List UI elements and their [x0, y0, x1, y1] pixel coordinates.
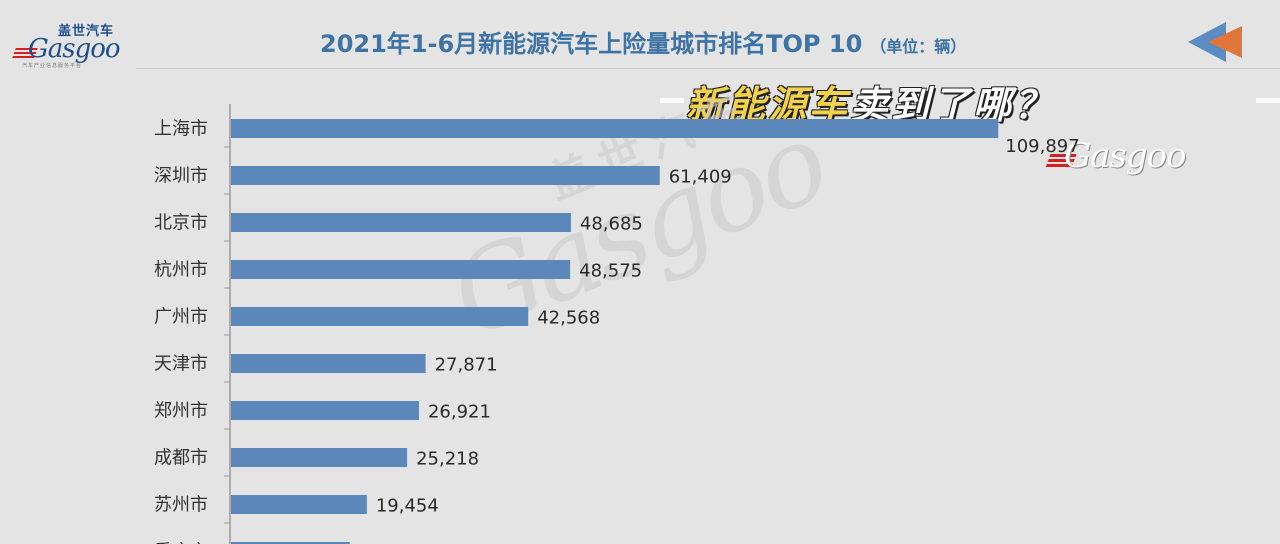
- bar: [231, 495, 367, 514]
- value-label: 19,454: [376, 496, 439, 517]
- bar: [231, 401, 419, 420]
- bar: [231, 354, 426, 373]
- value-label: 48,575: [579, 261, 642, 282]
- category-label: 深圳市: [154, 166, 208, 187]
- gasgoo-brand-mark: Gasgoo: [1045, 136, 1208, 186]
- bar: [231, 213, 571, 232]
- category-label: 北京市: [154, 213, 208, 234]
- value-label: 109,897: [1005, 136, 1079, 157]
- rewind-play-icon[interactable]: [1186, 18, 1244, 66]
- brand-mark-text: Gasgoo: [1064, 136, 1187, 176]
- chart-title-text: 2021年1-6月新能源汽车上险量城市排名TOP 10: [320, 30, 863, 58]
- banner-dash-left: [660, 98, 684, 103]
- logo-en-text: Gasgoo: [28, 34, 121, 64]
- bar: [231, 119, 999, 138]
- value-label: 26,921: [428, 402, 491, 423]
- category-label: 天津市: [154, 354, 208, 375]
- gasgoo-logo: 盖世汽车 Gasgoo 汽车产业信息服务平台: [12, 20, 126, 72]
- title-divider: [136, 68, 1280, 69]
- category-label: 郑州市: [154, 401, 208, 422]
- bar: [231, 307, 529, 326]
- category-label: 成都市: [154, 448, 208, 469]
- chart-unit: （单位：辆）: [870, 37, 967, 56]
- bar: [231, 542, 350, 544]
- bar: [231, 166, 660, 185]
- category-label: 上海市: [154, 119, 208, 140]
- logo-cn-text: 盖世汽车: [58, 24, 115, 39]
- bar: [231, 260, 571, 279]
- value-label: 61,409: [669, 167, 732, 188]
- chart-title: 2021年1-6月新能源汽车上险量城市排名TOP 10 （单位：辆）: [320, 24, 966, 59]
- banner-dash-right: [1256, 98, 1280, 103]
- value-label: 48,685: [580, 214, 643, 235]
- category-label: 苏州市: [154, 495, 208, 516]
- category-label: 广州市: [154, 307, 208, 328]
- value-label: 42,568: [537, 308, 600, 329]
- value-label: 25,218: [416, 449, 479, 470]
- category-label: 重庆市: [154, 542, 208, 544]
- category-label: 杭州市: [154, 260, 208, 281]
- bar: [231, 448, 408, 467]
- value-label: 27,871: [435, 355, 498, 376]
- logo-tagline: 汽车产业信息服务平台: [22, 63, 83, 69]
